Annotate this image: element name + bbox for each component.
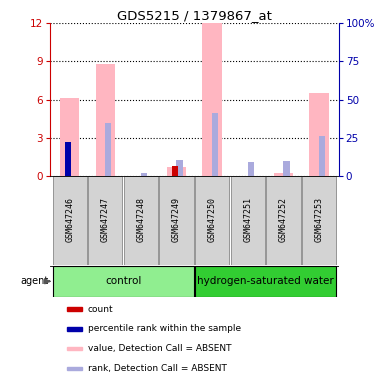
Bar (95, 64, 115, 176)
Text: count: count (88, 305, 113, 313)
Text: GSM647249: GSM647249 (172, 197, 181, 242)
Bar (195, 176, 229, 265)
Title: GDS5215 / 1379867_at: GDS5215 / 1379867_at (117, 9, 272, 22)
Bar (67, 367, 82, 370)
Bar (52, 266, 194, 296)
Bar (52, 176, 87, 265)
Bar (248, 162, 254, 176)
Bar (67, 327, 82, 331)
Text: GSM647248: GSM647248 (136, 197, 146, 242)
Bar (176, 160, 182, 176)
Bar (283, 161, 290, 176)
Bar (167, 167, 186, 176)
Text: GSM647251: GSM647251 (243, 197, 253, 242)
Bar (319, 136, 325, 176)
Bar (67, 347, 82, 350)
Bar (266, 176, 301, 265)
Bar (105, 123, 111, 176)
Bar (203, 23, 222, 176)
Bar (67, 307, 82, 311)
Bar (141, 172, 147, 176)
Text: value, Detection Call = ABSENT: value, Detection Call = ABSENT (88, 344, 231, 353)
Text: control: control (105, 276, 141, 286)
Bar (60, 98, 79, 176)
Bar (274, 172, 293, 176)
Bar (88, 176, 122, 265)
Text: GSM647253: GSM647253 (315, 197, 324, 242)
Text: GSM647252: GSM647252 (279, 197, 288, 242)
Text: percentile rank within the sample: percentile rank within the sample (88, 324, 241, 333)
Bar (231, 176, 265, 265)
Bar (302, 176, 336, 265)
Text: GSM647250: GSM647250 (208, 197, 217, 242)
Text: hydrogen-saturated water: hydrogen-saturated water (198, 276, 334, 286)
Bar (65, 142, 71, 176)
Bar (124, 176, 158, 265)
Bar (310, 93, 329, 176)
Bar (172, 166, 178, 176)
Text: agent: agent (21, 276, 49, 286)
Bar (159, 176, 194, 265)
Text: GSM647246: GSM647246 (65, 197, 74, 242)
Text: GSM647247: GSM647247 (101, 197, 110, 242)
Bar (195, 266, 336, 296)
Bar (212, 113, 218, 176)
Text: rank, Detection Call = ABSENT: rank, Detection Call = ABSENT (88, 364, 226, 373)
